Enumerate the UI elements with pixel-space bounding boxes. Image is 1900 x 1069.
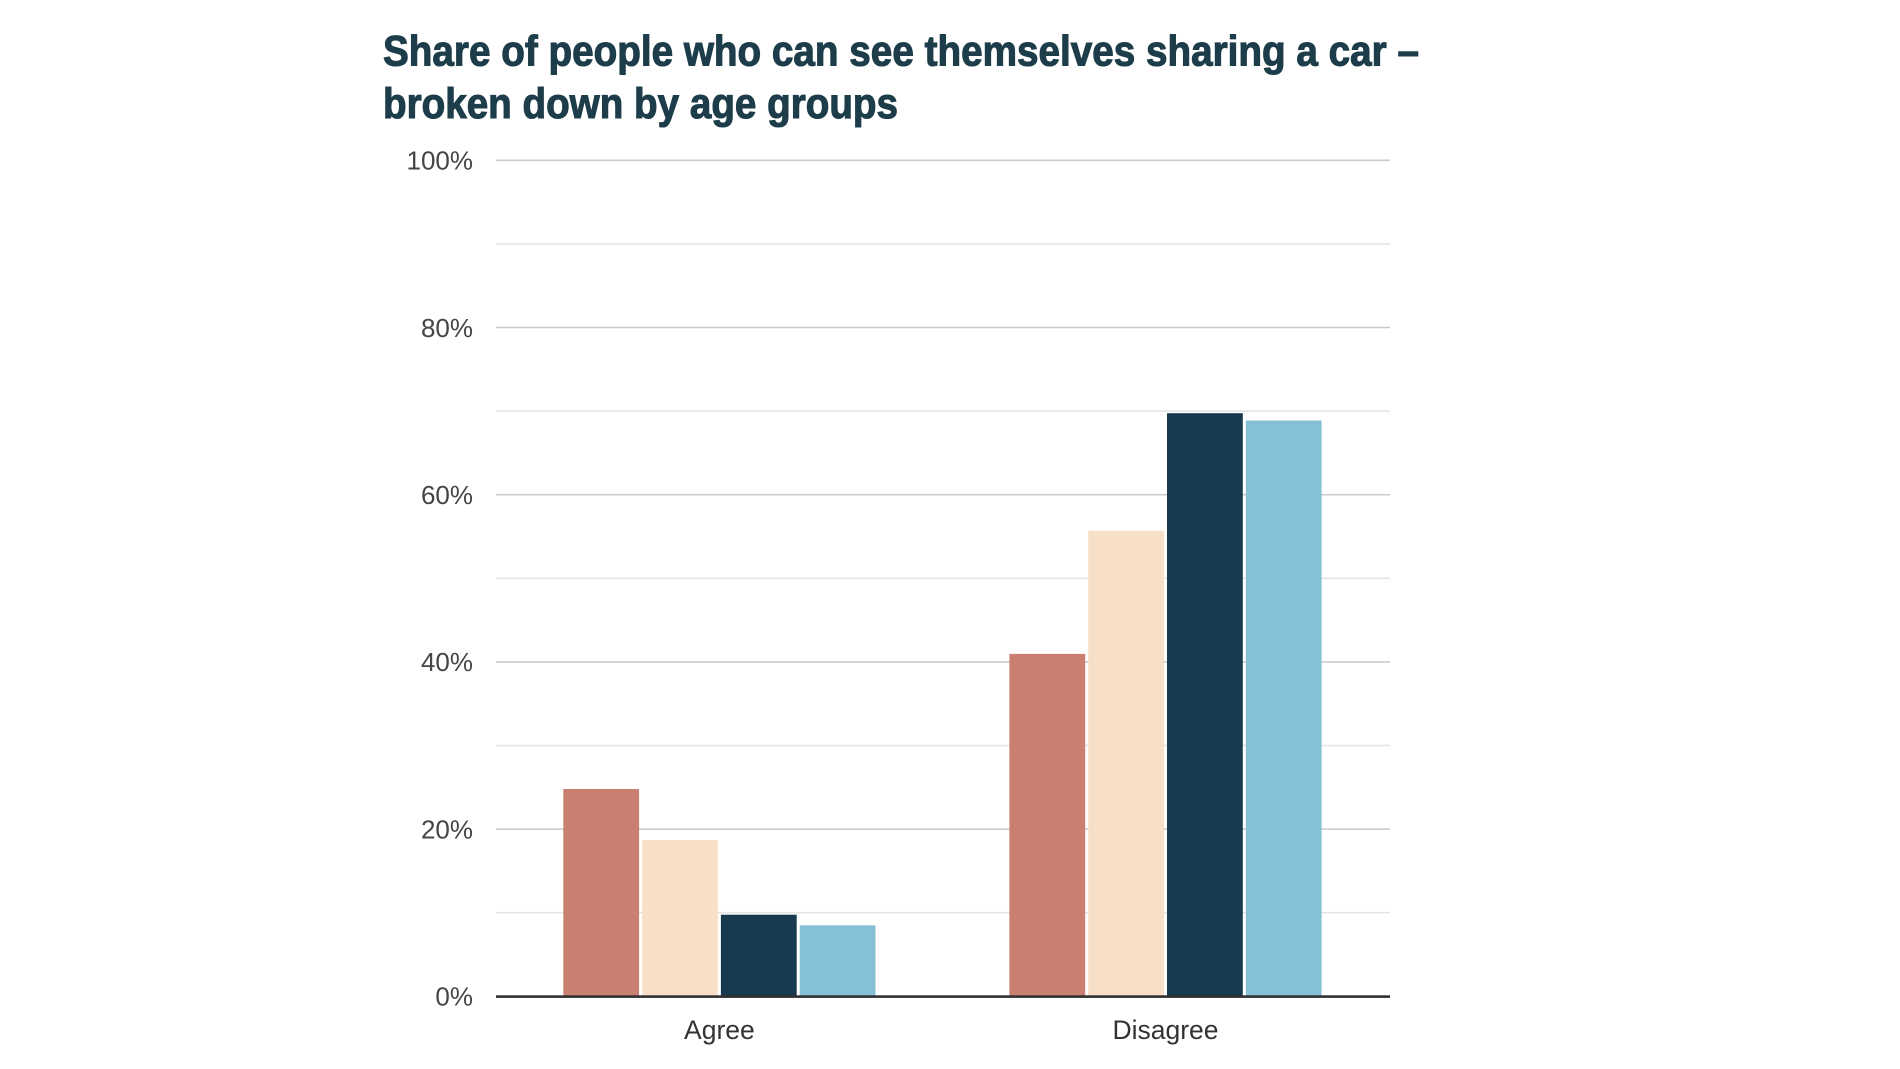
svg-text:100%: 100% <box>407 146 474 176</box>
svg-text:80%: 80% <box>421 313 473 343</box>
svg-text:Agree: Agree <box>684 1015 755 1045</box>
svg-text:broken down by age groups: broken down by age groups <box>383 80 898 128</box>
svg-text:20%: 20% <box>421 814 473 844</box>
svg-text:0%: 0% <box>435 982 473 1012</box>
svg-text:40%: 40% <box>421 647 473 677</box>
svg-text:Share of people who can see th: Share of people who can see themselves s… <box>383 28 1419 76</box>
svg-text:60%: 60% <box>421 480 473 510</box>
svg-text:Disagree: Disagree <box>1112 1015 1218 1045</box>
